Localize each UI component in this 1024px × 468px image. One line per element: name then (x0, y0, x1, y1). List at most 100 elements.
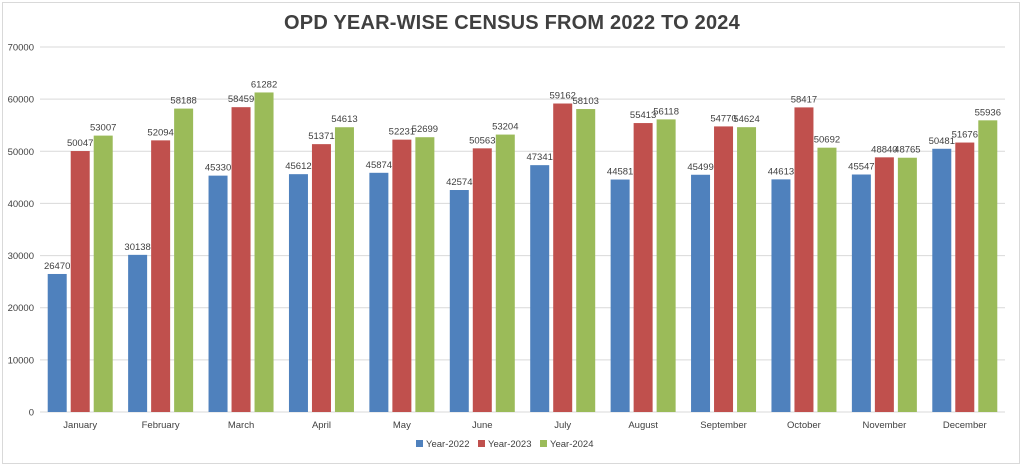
bar (392, 139, 412, 412)
legend-label: Year-2023 (488, 439, 532, 450)
data-label: 61282 (251, 79, 277, 90)
x-tick-label: December (943, 420, 987, 431)
bar (174, 108, 194, 413)
data-label: 50481 (929, 136, 955, 147)
data-label: 58417 (791, 94, 817, 105)
data-label: 45547 (848, 162, 874, 173)
x-tick-label: October (787, 420, 821, 431)
data-label: 52699 (412, 124, 438, 135)
data-label: 47341 (526, 152, 552, 163)
data-label: 44581 (607, 167, 633, 178)
x-tick-label: September (700, 420, 746, 431)
bar (231, 107, 251, 412)
legend-label: Year-2022 (426, 439, 470, 450)
y-tick-label: 70000 (8, 43, 34, 54)
bar (794, 107, 814, 413)
data-label: 45330 (205, 163, 231, 174)
data-label: 55936 (975, 107, 1001, 118)
y-tick-label: 40000 (8, 199, 34, 210)
x-tick-label: February (142, 420, 180, 431)
data-label: 51676 (952, 130, 978, 141)
data-label: 52094 (147, 127, 173, 138)
x-tick-label: November (862, 420, 906, 431)
x-tick-label: January (63, 420, 97, 431)
bar (334, 127, 354, 413)
legend-label: Year-2024 (550, 439, 594, 450)
y-tick-label: 60000 (8, 95, 34, 106)
bar (288, 174, 308, 412)
data-label: 48840 (871, 144, 897, 155)
bar (93, 135, 113, 412)
bar (656, 119, 676, 413)
data-label: 51371 (308, 131, 334, 142)
x-tick-label: March (228, 420, 254, 431)
data-label: 50563 (469, 135, 495, 146)
data-label: 30138 (124, 242, 150, 253)
y-tick-label: 30000 (8, 251, 34, 262)
legend-swatch (540, 440, 547, 447)
legend-swatch (416, 440, 423, 447)
bar (874, 157, 894, 412)
bar (472, 148, 492, 412)
x-tick-label: May (393, 420, 411, 431)
data-label: 52231 (389, 127, 415, 138)
bar (415, 137, 435, 413)
data-label: 42574 (446, 177, 472, 188)
bar (610, 179, 630, 412)
bar (851, 174, 871, 412)
bar (530, 165, 550, 412)
data-label: 48765 (894, 145, 920, 156)
data-label: 45612 (285, 161, 311, 172)
bar (311, 144, 331, 412)
bar (817, 147, 837, 412)
data-label: 50047 (67, 138, 93, 149)
y-tick-label: 10000 (8, 355, 34, 366)
data-label: 55413 (630, 110, 656, 121)
data-label: 59162 (549, 91, 575, 102)
bar (576, 109, 596, 412)
bar (714, 126, 734, 412)
data-label: 50692 (814, 135, 840, 146)
legend-swatch (478, 440, 485, 447)
data-label: 54613 (331, 114, 357, 125)
data-label: 44613 (768, 166, 794, 177)
y-tick-label: 20000 (8, 303, 34, 314)
bar (254, 92, 274, 413)
bar (151, 140, 171, 412)
bar (737, 127, 757, 412)
data-label: 54624 (733, 114, 759, 125)
x-tick-label: April (312, 420, 331, 431)
bar (47, 273, 67, 412)
data-label: 56118 (653, 106, 679, 117)
bar (553, 103, 573, 413)
bar (633, 123, 653, 412)
x-tick-label: August (628, 420, 658, 431)
x-tick-label: July (554, 420, 571, 431)
bar (449, 190, 469, 412)
x-tick-label: June (472, 420, 493, 431)
data-label: 53204 (492, 122, 518, 133)
y-tick-label: 50000 (8, 147, 34, 158)
data-label: 58188 (170, 96, 196, 107)
bar (932, 148, 952, 412)
bar (369, 172, 389, 412)
y-tick-label: 0 (29, 408, 34, 419)
data-label: 45874 (366, 160, 392, 171)
bar (208, 175, 228, 412)
bar (771, 179, 791, 412)
data-label: 54770 (710, 113, 736, 124)
bar (978, 120, 998, 413)
data-label: 26470 (44, 261, 70, 272)
data-label: 58459 (228, 94, 254, 105)
data-label: 53007 (90, 123, 116, 134)
bar (128, 254, 148, 412)
bar (70, 151, 90, 412)
chart-title: OPD YEAR-WISE CENSUS FROM 2022 TO 2024 (284, 12, 740, 34)
data-label: 58103 (572, 96, 598, 107)
bar (955, 142, 975, 412)
bar (691, 174, 711, 412)
bar (897, 157, 917, 412)
data-label: 45499 (687, 162, 713, 173)
bar (495, 134, 515, 412)
